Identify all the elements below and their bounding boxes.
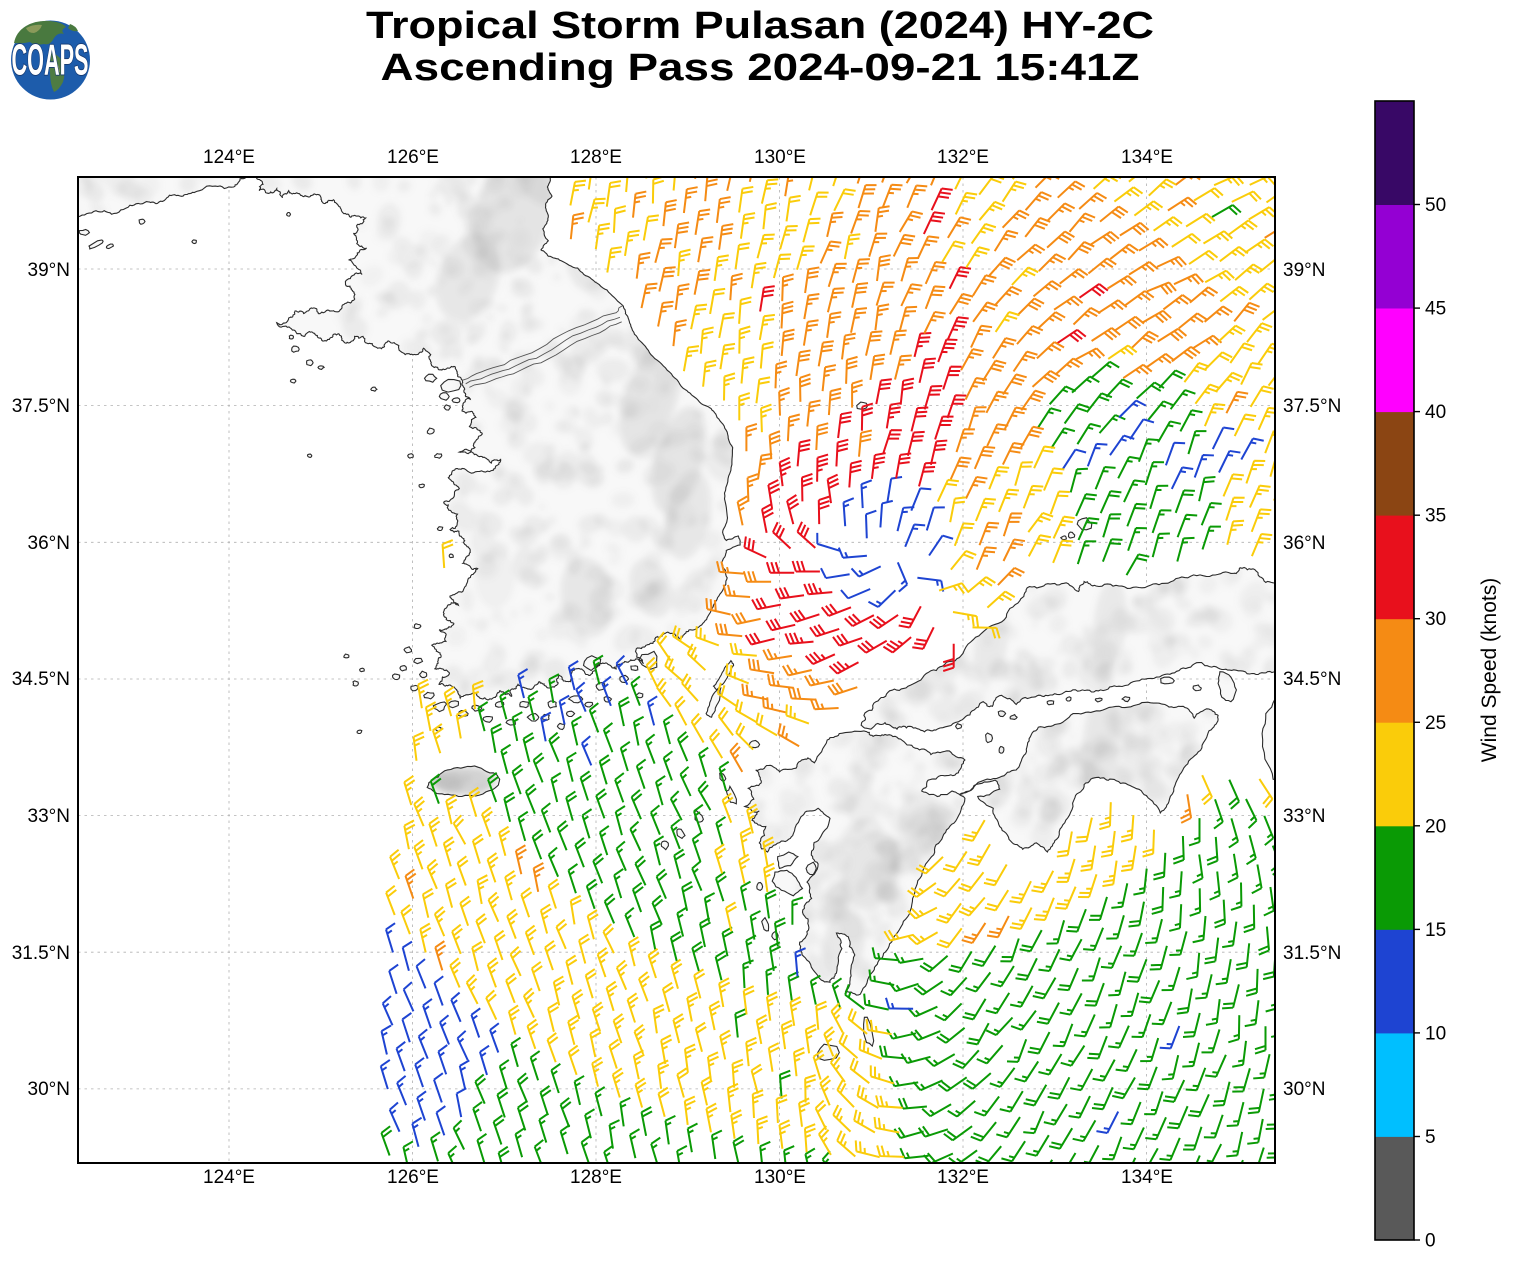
svg-text:128°E: 128°E xyxy=(570,1167,622,1188)
svg-text:37.5°N: 37.5°N xyxy=(12,396,70,417)
svg-text:30°N: 30°N xyxy=(1283,1079,1325,1100)
svg-text:10: 10 xyxy=(1425,1023,1446,1044)
svg-text:5: 5 xyxy=(1425,1127,1436,1148)
svg-text:15: 15 xyxy=(1425,920,1446,941)
svg-text:33°N: 33°N xyxy=(1283,806,1325,827)
svg-text:132°E: 132°E xyxy=(937,147,989,168)
svg-text:132°E: 132°E xyxy=(937,1167,989,1188)
svg-text:126°E: 126°E xyxy=(387,147,439,168)
svg-text:130°E: 130°E xyxy=(754,147,806,168)
svg-text:124°E: 124°E xyxy=(203,1167,255,1188)
svg-text:34.5°N: 34.5°N xyxy=(1283,669,1341,690)
svg-text:36°N: 36°N xyxy=(28,533,70,554)
svg-text:45: 45 xyxy=(1425,299,1446,320)
svg-text:39°N: 39°N xyxy=(1283,260,1325,281)
svg-text:33°N: 33°N xyxy=(28,806,70,827)
svg-text:25: 25 xyxy=(1425,713,1446,734)
svg-text:Tropical Storm Pulasan (2024): Tropical Storm Pulasan (2024) HY-2C xyxy=(366,5,1154,47)
svg-text:31.5°N: 31.5°N xyxy=(12,943,70,964)
svg-text:30: 30 xyxy=(1425,609,1446,630)
svg-text:126°E: 126°E xyxy=(387,1167,439,1188)
svg-text:0: 0 xyxy=(1425,1231,1436,1252)
svg-text:40: 40 xyxy=(1425,402,1446,423)
svg-text:134°E: 134°E xyxy=(1121,147,1173,168)
svg-text:34.5°N: 34.5°N xyxy=(12,669,70,690)
svg-text:39°N: 39°N xyxy=(28,260,70,281)
svg-text:20: 20 xyxy=(1425,816,1446,837)
svg-text:30°N: 30°N xyxy=(28,1079,70,1100)
svg-text:130°E: 130°E xyxy=(754,1167,806,1188)
svg-text:128°E: 128°E xyxy=(570,147,622,168)
svg-text:35: 35 xyxy=(1425,506,1446,527)
svg-text:37.5°N: 37.5°N xyxy=(1283,396,1341,417)
svg-text:50: 50 xyxy=(1425,195,1446,216)
svg-text:Wind Speed (knots): Wind Speed (knots) xyxy=(1478,578,1501,762)
svg-text:134°E: 134°E xyxy=(1121,1167,1173,1188)
svg-text:COAPS: COAPS xyxy=(12,36,89,85)
svg-text:Ascending Pass 2024-09-21 15:4: Ascending Pass 2024-09-21 15:41Z xyxy=(381,47,1140,89)
svg-text:124°E: 124°E xyxy=(203,147,255,168)
svg-text:36°N: 36°N xyxy=(1283,533,1325,554)
svg-text:31.5°N: 31.5°N xyxy=(1283,943,1341,964)
